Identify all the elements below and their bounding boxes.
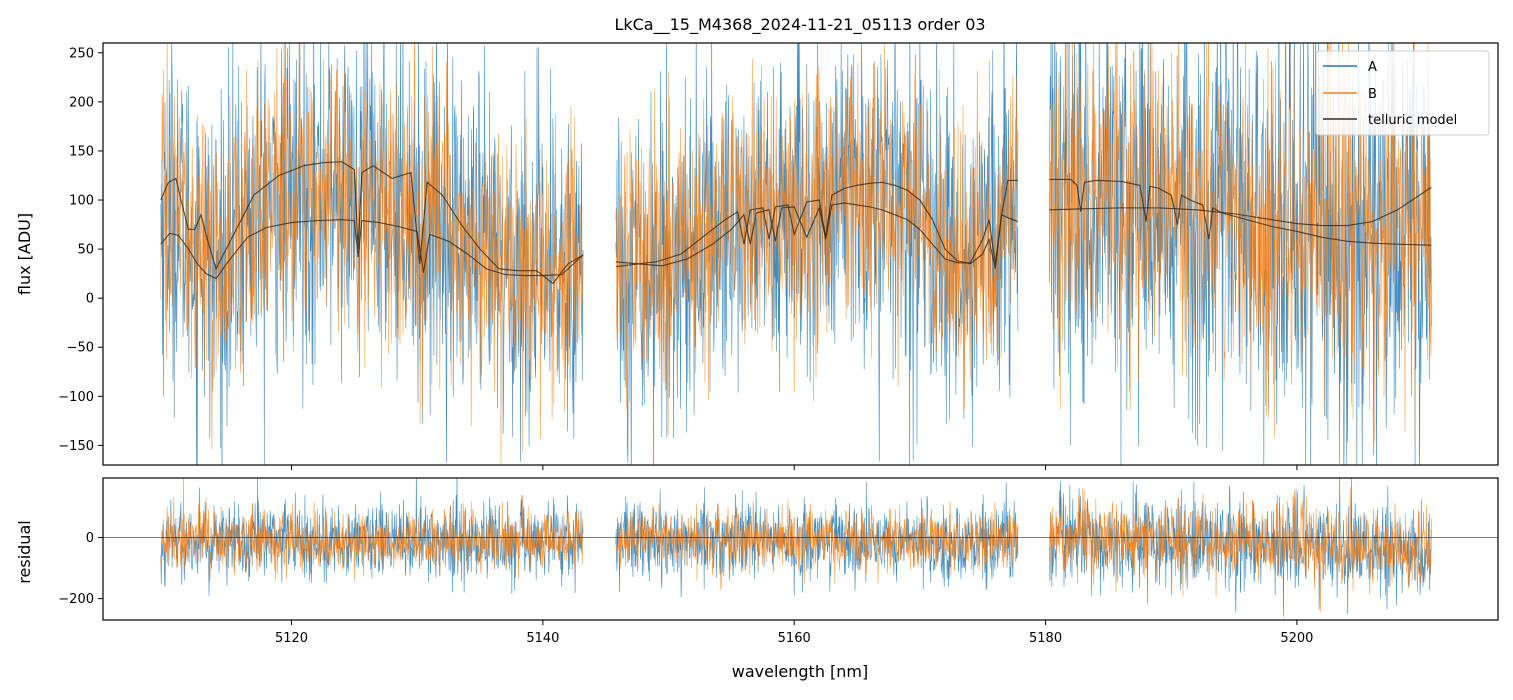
flux-y-axis-label: flux [ADU] (15, 213, 34, 295)
flux-data-layer (160, 43, 1432, 465)
series-a-segment-1 (160, 43, 584, 465)
residual-x-axis: 5120 5140 5160 5180 5200 (275, 620, 1313, 646)
legend-label-b: B (1368, 87, 1377, 102)
flux-y-tick-label: −50 (67, 341, 94, 356)
series-a-segment-3 (1049, 43, 1432, 465)
legend-label-telluric: telluric model (1368, 113, 1457, 128)
residual-b-segment-2 (615, 500, 1019, 590)
series-b-segment-2 (615, 43, 1019, 435)
flux-y-tick-label: 200 (69, 95, 94, 110)
flux-y-tick-label: 50 (77, 243, 94, 258)
telluric-model-layer (160, 161, 1432, 285)
residual-y-axis-label: residual (15, 520, 34, 583)
x-tick-label: 5140 (526, 631, 559, 646)
residual-y-tick-label: 0 (86, 531, 94, 546)
residual-plot-frame (102, 477, 1499, 621)
legend: A B telluric model (1315, 50, 1490, 136)
residual-data-layer (160, 478, 1432, 617)
x-axis-label: wavelength [nm] (732, 662, 869, 681)
series-b-segment-3 (1049, 43, 1432, 445)
telluric-model-line-1 (160, 161, 584, 285)
telluric-model-line-3 (615, 179, 1018, 269)
flux-y-tick-label: 100 (69, 194, 94, 209)
x-tick-label: 5200 (1280, 631, 1313, 646)
flux-panel: −150 −100 −50 0 50 100 150 200 250 flux [ADU] A … (15, 42, 1499, 470)
flux-plot-frame (102, 42, 1499, 466)
residual-b-segment-3 (1049, 487, 1432, 613)
flux-y-tick-label: −100 (58, 390, 94, 405)
residual-y-axis: −200 0 (58, 531, 103, 607)
telluric-model-line-6 (1049, 186, 1432, 227)
legend-box (1315, 50, 1490, 136)
x-tick-label: 5160 (778, 631, 811, 646)
x-tick-label: 5180 (1029, 631, 1062, 646)
chart-title: LkCa__15_M4368_2024-11-21_05113 order 03 (614, 15, 985, 35)
telluric-model-line-2 (160, 219, 584, 280)
residual-y-tick-label: −200 (58, 592, 94, 607)
flux-y-tick-label: 150 (69, 144, 94, 159)
flux-x-ticks (291, 465, 1298, 470)
flux-y-axis: −150 −100 −50 0 50 100 150 200 250 (58, 46, 103, 454)
x-tick-label: 5120 (275, 631, 308, 646)
flux-y-tick-label: 0 (86, 292, 94, 307)
flux-y-tick-label: −150 (58, 439, 94, 454)
flux-y-tick-label: 250 (69, 46, 94, 61)
series-b-segment-1 (160, 43, 584, 464)
legend-label-a: A (1368, 60, 1377, 75)
telluric-model-line-5 (1049, 178, 1432, 246)
residual-b-segment-1 (160, 478, 584, 587)
telluric-model-line-4 (615, 202, 1019, 267)
residual-panel: −200 0 5120 5140 5160 5180 5200 residual wave… (15, 477, 1499, 681)
